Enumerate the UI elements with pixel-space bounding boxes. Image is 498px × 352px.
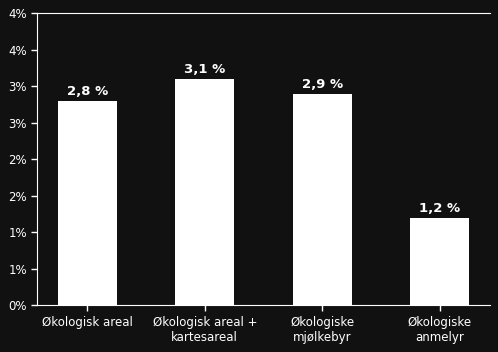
Text: 3,1 %: 3,1 % (184, 63, 226, 76)
Bar (293, 94, 352, 305)
Text: 2,9 %: 2,9 % (302, 78, 343, 91)
Text: 1,2 %: 1,2 % (419, 202, 460, 215)
Bar (410, 218, 469, 305)
Text: 2,8 %: 2,8 % (67, 85, 108, 98)
Bar (175, 79, 234, 305)
Bar (58, 101, 117, 305)
